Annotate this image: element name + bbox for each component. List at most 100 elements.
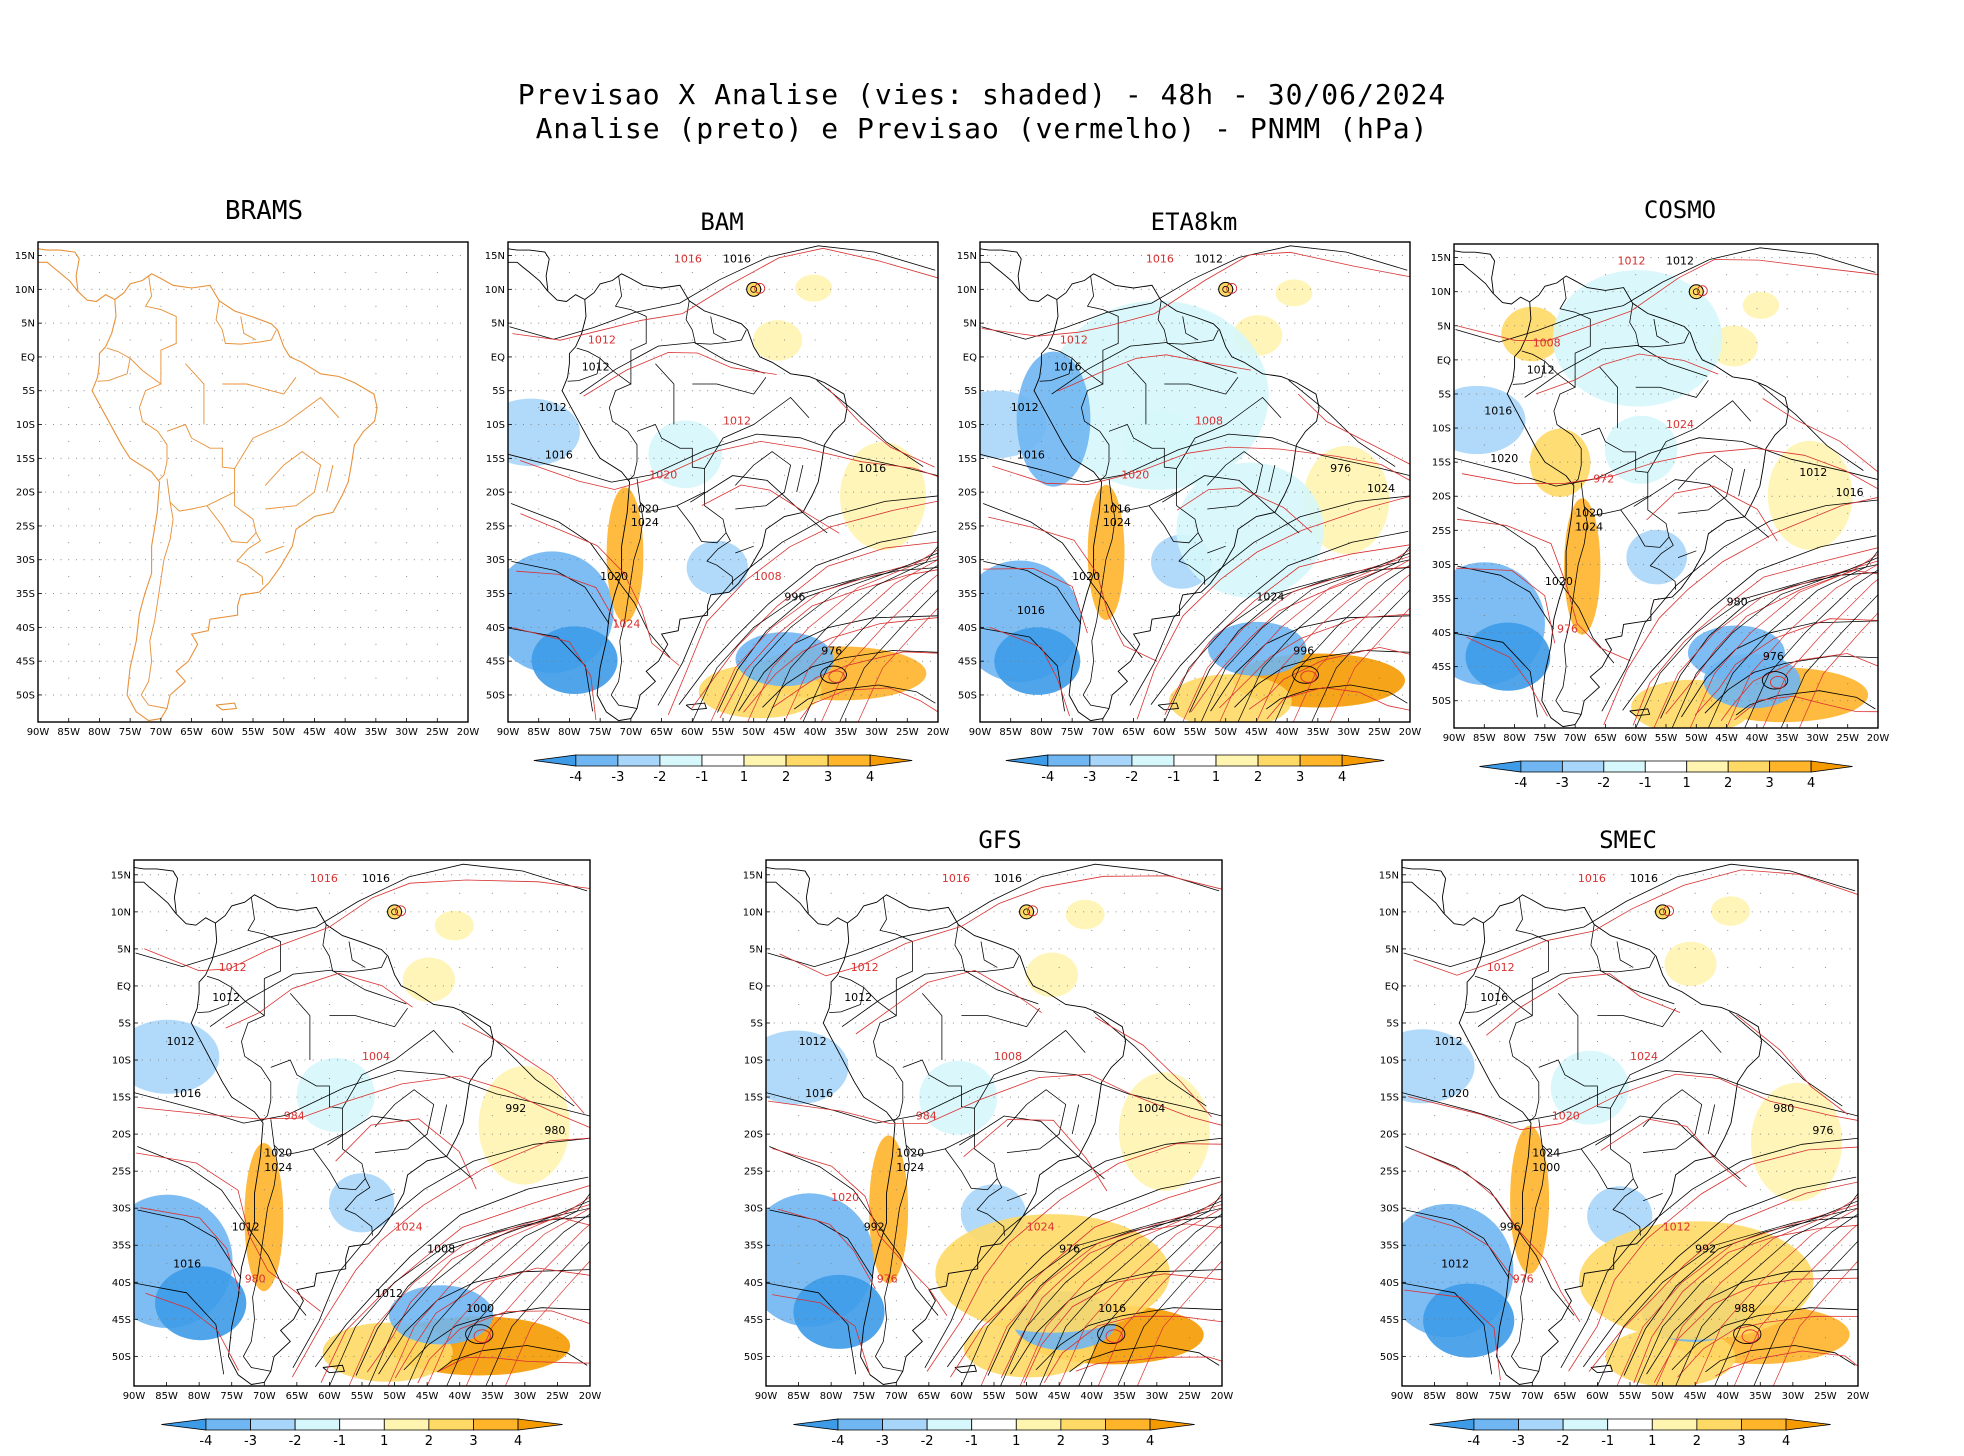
- colorbar-label: -4: [1514, 776, 1527, 791]
- lat-tick-label: 5S: [492, 386, 505, 397]
- lat-tick-label: 50S: [486, 691, 505, 702]
- lat-tick-label: 10N: [485, 285, 505, 296]
- colorbar-swatch: [294, 1418, 341, 1431]
- lat-tick-label: 25S: [486, 521, 505, 532]
- analysis-isobar-label: 1016: [545, 448, 573, 461]
- colorbar-swatch: [785, 754, 829, 767]
- forecast-isobar-label: 1012: [1618, 255, 1646, 268]
- lon-tick-label: 55W: [1184, 727, 1207, 738]
- analysis-isobar-label: 1016: [1098, 1302, 1126, 1315]
- lat-tick-label: 45S: [1432, 662, 1451, 673]
- lon-tick-label: 80W: [1503, 733, 1526, 744]
- colorbar-swatch: [827, 754, 871, 767]
- analysis-isobar-label: 1024: [1532, 1146, 1560, 1159]
- forecast-isobar-label: 1024: [612, 617, 640, 630]
- lon-tick-label: 80W: [188, 1391, 211, 1402]
- lon-tick-label: 30W: [865, 727, 888, 738]
- colorbar-swatch: [1520, 760, 1563, 773]
- colorbar-swatch: [1561, 760, 1605, 773]
- colorbar-swatch: [1651, 1418, 1698, 1431]
- lat-tick-label: 15S: [16, 454, 35, 465]
- colorbar-label: -1: [965, 1434, 978, 1449]
- lat-tick-label: EQ: [117, 981, 131, 992]
- forecast-isobar-label: 1016: [1146, 252, 1174, 265]
- colorbar-label: -1: [1168, 770, 1181, 785]
- analysis-isobar-label: 1020: [896, 1146, 924, 1159]
- lat-tick-label: 45S: [958, 657, 977, 668]
- analysis-isobar-label: 1016: [173, 1258, 201, 1271]
- lon-tick-label: 60W: [1624, 733, 1647, 744]
- analysis-isobar-label: 1012: [167, 1035, 195, 1048]
- lat-tick-label: 10S: [112, 1056, 131, 1067]
- colorbar-label: -3: [1512, 1434, 1525, 1449]
- lon-tick-label: 30W: [395, 727, 418, 738]
- analysis-isobar-label: 976: [1763, 650, 1784, 663]
- analysis-isobar-label: 1012: [212, 991, 240, 1004]
- lat-tick-label: 15N: [111, 870, 131, 881]
- colorbar-swatch: [971, 1418, 1017, 1431]
- map-svg: 1016 1012 1012 1016 1020 1024 1012 1008 1000 992 9…: [111, 859, 601, 1449]
- lat-tick-label: 10N: [1431, 287, 1451, 298]
- lon-tick-label: 20W: [579, 1391, 602, 1402]
- analysis-isobar-label: 1020: [1490, 452, 1518, 465]
- lat-tick-label: 40S: [486, 623, 505, 634]
- analysis-isobar-label: 976: [821, 644, 842, 657]
- lat-tick-label: 15S: [1380, 1093, 1399, 1104]
- panel-title-brams: BRAMS: [224, 196, 304, 226]
- analysis-isobar-label: 1024: [1367, 482, 1395, 495]
- colorbar-swatch: [161, 1418, 207, 1431]
- colorbar-label: -4: [1041, 770, 1054, 785]
- forecast-isobar-label: 1008: [994, 1050, 1022, 1063]
- lon-tick-label: 60W: [1153, 727, 1176, 738]
- analysis-isobar-label: 992: [505, 1102, 526, 1115]
- analysis-isobar-label: 1024: [1103, 516, 1131, 529]
- analysis-isobar-label: 1024: [264, 1161, 292, 1174]
- colorbar-label: 3: [469, 1434, 477, 1449]
- colorbar-swatch: [1149, 1418, 1195, 1431]
- panel-title-gfs: GFS: [978, 826, 1022, 854]
- map-svg: 1016 1012 1012 1016 1020 1024 992 976 1016 1004 10…: [743, 859, 1233, 1449]
- colorbar: -4 -3 -2 -1 1 2 3 4: [793, 1418, 1195, 1449]
- lon-tick-label: 85W: [787, 1391, 810, 1402]
- analysis-isobar-label: 1012: [799, 1035, 827, 1048]
- lat-tick-label: 50S: [744, 1352, 763, 1363]
- lat-tick-label: EQ: [1437, 355, 1451, 366]
- colorbar-swatch: [1686, 760, 1729, 773]
- forecast-isobar-label: 1020: [649, 469, 677, 482]
- lon-tick-label: 45W: [1245, 727, 1268, 738]
- analysis-isobar-label: 1016: [1630, 872, 1658, 885]
- colorbar-swatch: [701, 754, 745, 767]
- lat-tick-label: EQ: [749, 981, 763, 992]
- colorbar-label: -3: [876, 1434, 889, 1449]
- colorbar-swatch: [1005, 754, 1049, 767]
- analysis-isobar-label: 1000: [1532, 1161, 1560, 1174]
- lat-tick-label: 45S: [112, 1315, 131, 1326]
- forecast-isobar-label: 1012: [1663, 1220, 1691, 1233]
- forecast-isobar-label: 1004: [362, 1050, 390, 1063]
- colorbar-label: 4: [1146, 1434, 1154, 1449]
- lon-tick-label: 65W: [1554, 1391, 1577, 1402]
- lat-tick-label: 10N: [15, 285, 35, 296]
- lon-tick-label: 45W: [303, 727, 326, 738]
- lon-tick-label: 20W: [1211, 1391, 1234, 1402]
- colorbar-swatch: [1518, 1418, 1564, 1431]
- colorbar-label: -4: [831, 1434, 844, 1449]
- colorbar-label: -2: [1597, 776, 1610, 791]
- forecast-isobar-label: 1008: [1533, 336, 1561, 349]
- analysis-isobar-label: 1012: [582, 361, 610, 374]
- lat-tick-label: 35S: [486, 589, 505, 600]
- lon-tick-label: 40W: [1276, 727, 1299, 738]
- analysis-isobar-label: 1016: [994, 872, 1022, 885]
- colorbar-label: 2: [1724, 776, 1732, 791]
- analysis-isobar-label: 980: [1727, 595, 1748, 608]
- lon-tick-label: 65W: [650, 727, 673, 738]
- forecast-isobar-label: 972: [1593, 473, 1614, 486]
- lon-tick-label: 65W: [180, 727, 203, 738]
- lat-tick-label: 20S: [112, 1130, 131, 1141]
- colorbar-swatch: [1131, 754, 1175, 767]
- map-svg: 15N 10N 5N EQ 5S 10S 15S 20S 25S 30S 35S 40S 45S 50S 9…: [15, 241, 479, 738]
- lat-tick-label: 40S: [1380, 1278, 1399, 1289]
- lon-tick-label: 55W: [1619, 1391, 1642, 1402]
- colorbar-swatch: [1257, 754, 1301, 767]
- colorbar-swatch: [1173, 754, 1217, 767]
